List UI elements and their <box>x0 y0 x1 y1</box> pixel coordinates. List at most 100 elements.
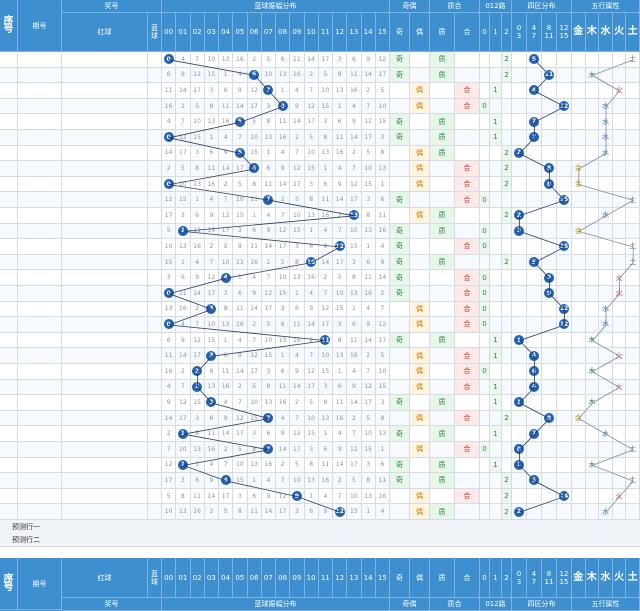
amp-cell: 15 <box>247 145 262 162</box>
row-red-balls <box>62 254 148 271</box>
amp-cell: 4 <box>261 208 276 224</box>
amp-cell: 8 <box>190 426 205 442</box>
amp-col-01: 01 <box>176 13 191 52</box>
zone-ball: 2 <box>514 147 524 158</box>
amp-cell: 7 <box>333 488 348 505</box>
mod3-cell: 0 <box>480 286 490 302</box>
zone-cell <box>542 145 557 162</box>
row-seq <box>0 426 18 442</box>
zone-ball: 1 <box>514 459 524 470</box>
amp-cell: 8 <box>247 442 262 458</box>
zone-col-1: 4 7 <box>527 13 542 52</box>
row-period <box>18 364 62 380</box>
amp-cell: 10 <box>318 83 333 99</box>
amp-ball: 2 <box>192 366 203 377</box>
amp-cell: 12 <box>375 52 390 68</box>
mod3-cell <box>480 457 490 474</box>
amp-cell: 14 <box>204 223 219 240</box>
amp-cell: 17 <box>375 332 390 349</box>
mod3-cell <box>502 332 512 349</box>
amp-cell: 1 <box>375 176 390 193</box>
zone-cell <box>557 426 572 442</box>
amp-cell: 12 <box>290 426 305 442</box>
amp-cell: 9 <box>176 67 191 84</box>
table-row: 11 14 17 3 6 9 12 7 1 4 7 10 13 16 2 5 偶合 1 4 火 <box>0 83 640 99</box>
prime-cell: 质 <box>430 457 455 474</box>
amp-cell: 17 <box>219 223 234 240</box>
amp-cell: 12 <box>290 161 305 177</box>
zone-ball: 8 <box>544 413 554 424</box>
zone-cell: 7 <box>527 130 542 146</box>
element-cell <box>612 395 627 411</box>
row-period <box>18 504 62 520</box>
element-cell <box>572 348 586 364</box>
predict-row[interactable]: 预测行二 <box>0 533 640 547</box>
element-cell <box>626 301 640 318</box>
row-blue-ball <box>148 192 162 208</box>
comp-cell: 合 <box>455 83 480 99</box>
amp-cell: 3 <box>261 98 276 115</box>
element-cell <box>572 473 586 489</box>
prime-cell <box>430 98 455 115</box>
amp-cell: 8 <box>375 410 390 427</box>
amp-cell: 11 <box>333 130 348 146</box>
zone-ball: 6 <box>529 366 539 377</box>
amp-cell: 14 <box>162 410 177 427</box>
amp-cell: 17 <box>176 145 191 162</box>
amp-cell: 16 <box>162 364 177 380</box>
amp-ball: 7 <box>263 413 274 424</box>
zone-cell <box>557 161 572 177</box>
zone-cell: 7 <box>527 114 542 130</box>
amp-cell: 9 <box>290 364 305 380</box>
mod3-cell: 2 <box>502 473 512 489</box>
zone-cell <box>557 208 572 224</box>
amp-cell: 5 <box>347 473 362 489</box>
element-cell <box>572 442 586 458</box>
amp-cell: 13 <box>304 208 319 224</box>
amp-cell: 17 <box>276 504 291 520</box>
amp-cell: 3 <box>318 379 333 396</box>
predict-row[interactable]: 预测行一 <box>0 520 640 534</box>
row-red-balls <box>62 332 148 349</box>
zone-cell <box>557 223 572 240</box>
row-red-balls <box>62 130 148 146</box>
amp-ball: 3 <box>206 303 217 314</box>
amp-col-14: 14 <box>361 13 376 52</box>
element-cell <box>626 270 640 286</box>
amp-cell: 16 <box>347 83 362 99</box>
row-blue-ball <box>148 52 162 68</box>
amp-cell: 17 <box>247 98 262 115</box>
mod3-cell: 2 <box>502 488 512 505</box>
element-cell: 火 <box>612 379 627 396</box>
amp-cell: 2 <box>162 161 177 177</box>
amp-cell: 6 <box>247 161 262 177</box>
odd-cell <box>390 379 410 396</box>
amp-cell: 0 <box>162 176 177 193</box>
odd-cell: 奇 <box>390 223 410 240</box>
amp-cell: 6 <box>204 410 219 427</box>
element-cell <box>585 192 600 208</box>
zone-cell <box>527 504 542 520</box>
amp-ball: 7 <box>263 444 274 455</box>
mod3-cell <box>480 83 490 99</box>
zone-cell <box>542 254 557 271</box>
amp-cell: 8 <box>318 130 333 146</box>
table-row: 3 6 9 12 4 1 4 7 10 13 16 2 5 8 11 14 奇合 0 9 火 <box>0 270 640 286</box>
mod3-group-header: 012路 <box>480 0 512 13</box>
amp-cell: 5 <box>233 114 248 130</box>
zone-cell <box>542 379 557 396</box>
amp-cell: 3 <box>375 130 390 146</box>
comp-cell <box>455 457 480 474</box>
even-cell: 偶 <box>410 161 430 177</box>
amp-cell: 10 <box>290 473 305 489</box>
amp-cell: 6 <box>162 332 177 349</box>
amp-cell: 10 <box>247 130 262 146</box>
amp-cell: 3 <box>204 301 219 318</box>
zone-cell: 12 <box>557 317 572 333</box>
element-cell: 木 <box>585 395 600 411</box>
zone-cell <box>527 192 542 208</box>
row-blue-ball <box>148 145 162 162</box>
zone-cell <box>542 332 557 349</box>
amp-ball: 3 <box>206 350 217 361</box>
amp-cell: 9 <box>333 442 348 458</box>
